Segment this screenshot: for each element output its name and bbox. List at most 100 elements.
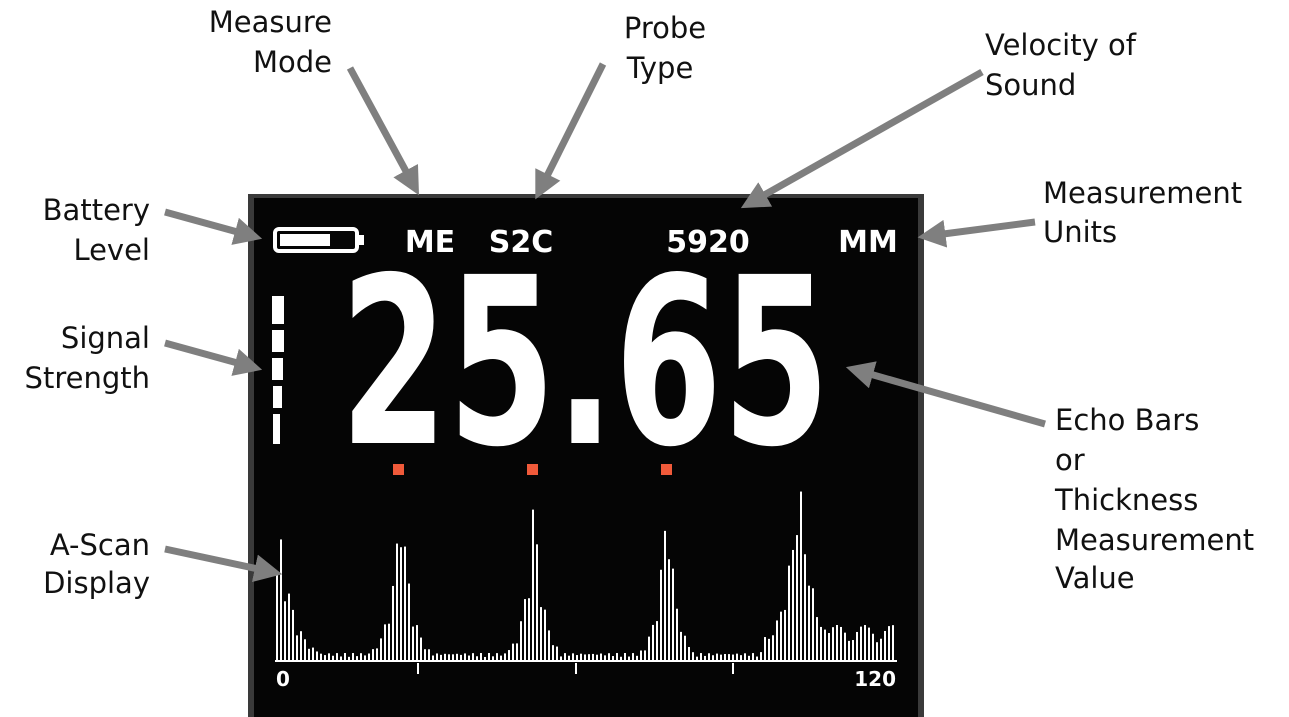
scan-spike	[820, 627, 822, 660]
scan-spike	[588, 654, 590, 660]
scan-spike	[844, 633, 846, 660]
scan-spike	[832, 627, 834, 660]
scan-spike	[672, 569, 674, 660]
scan-spike	[640, 651, 642, 660]
scan-spike	[432, 656, 434, 660]
scan-spike	[816, 617, 818, 660]
scan-spike	[712, 655, 714, 660]
scan-spike	[592, 654, 594, 660]
scan-spike	[792, 550, 794, 660]
scan-spike	[360, 653, 362, 660]
scan-spike	[456, 654, 458, 660]
scan-spike	[704, 656, 706, 660]
scan-spike	[628, 657, 630, 660]
scan-spike	[872, 634, 874, 660]
scan-spike	[888, 626, 890, 660]
scan-spike	[368, 653, 370, 660]
scan-spike	[552, 645, 554, 660]
scan-spike	[612, 656, 614, 660]
scan-spike	[676, 609, 678, 660]
scan-spike	[700, 653, 702, 660]
scan-spike	[560, 656, 562, 660]
scan-spike	[600, 654, 602, 660]
scan-spike	[388, 624, 390, 660]
scan-spike	[512, 644, 514, 660]
scan-spike	[364, 655, 366, 660]
scan-spike	[408, 584, 410, 660]
scan-spike	[796, 535, 798, 660]
scan-spike	[660, 570, 662, 660]
scan-spike	[644, 650, 646, 660]
scan-spike	[472, 653, 474, 660]
scan-spike	[744, 653, 746, 660]
label-velocity: Velocity ofSound	[985, 28, 1137, 102]
scan-spike	[728, 654, 730, 660]
scan-spike	[584, 654, 586, 660]
scan-spike	[808, 586, 810, 660]
scan-spike	[748, 656, 750, 660]
scan-spike	[452, 654, 454, 660]
scan-spike	[352, 653, 354, 660]
scan-spike	[484, 657, 486, 660]
scan-spike	[480, 653, 482, 660]
scan-spike	[568, 656, 570, 660]
scan-spike	[736, 654, 738, 660]
scan-spike	[504, 653, 506, 660]
scan-spike	[312, 648, 314, 660]
scan-spike	[532, 510, 534, 660]
scan-spike	[756, 657, 758, 660]
scan-spike	[528, 598, 530, 660]
scan-spike	[548, 630, 550, 660]
scan-spike	[716, 654, 718, 660]
scan-spike	[564, 653, 566, 660]
scan-spike	[692, 652, 694, 660]
scan-spike	[572, 653, 574, 660]
scan-spike	[828, 633, 830, 660]
scan-spike	[436, 653, 438, 660]
scan-spike	[840, 627, 842, 660]
scan-spike	[476, 656, 478, 660]
scan-spike	[724, 654, 726, 660]
scan-spike	[616, 653, 618, 660]
scan-spike	[648, 637, 650, 660]
scan-spike	[396, 544, 398, 660]
scan-spike	[576, 655, 578, 660]
scan-spike	[520, 621, 522, 660]
scan-spike	[620, 657, 622, 660]
scan-spike	[500, 656, 502, 660]
scan-spike	[752, 653, 754, 660]
scan-spike	[460, 655, 462, 660]
scan-spike	[308, 649, 310, 660]
scan-spike	[540, 607, 542, 660]
scan-spike	[768, 639, 770, 660]
scan-spike	[448, 654, 450, 660]
scan-spike	[688, 647, 690, 660]
scan-spike	[556, 647, 558, 660]
scan-spike	[608, 653, 610, 660]
scan-spike	[632, 653, 634, 660]
scan-end: 120	[854, 667, 896, 691]
scan-spike	[772, 635, 774, 660]
scan-spike	[732, 655, 734, 660]
scan-spike	[372, 649, 374, 660]
scan-spike	[488, 653, 490, 660]
scan-spike	[656, 621, 658, 660]
scan-spike	[304, 639, 306, 660]
scan-spike	[508, 650, 510, 660]
scan-spike	[516, 643, 518, 660]
scan-spike	[884, 631, 886, 660]
scan-spike	[464, 653, 466, 660]
scan-spike	[696, 657, 698, 660]
scan-start: 0	[276, 667, 290, 691]
scan-spike	[376, 648, 378, 660]
scan-spike	[580, 654, 582, 660]
scan-spike	[440, 655, 442, 660]
scan-spike	[760, 652, 762, 660]
scan-spike	[544, 610, 546, 660]
scan-spike	[852, 640, 854, 660]
scan-spike	[400, 547, 402, 660]
scan-spike	[720, 655, 722, 660]
scan-spike	[392, 586, 394, 660]
scan-spike	[604, 655, 606, 660]
